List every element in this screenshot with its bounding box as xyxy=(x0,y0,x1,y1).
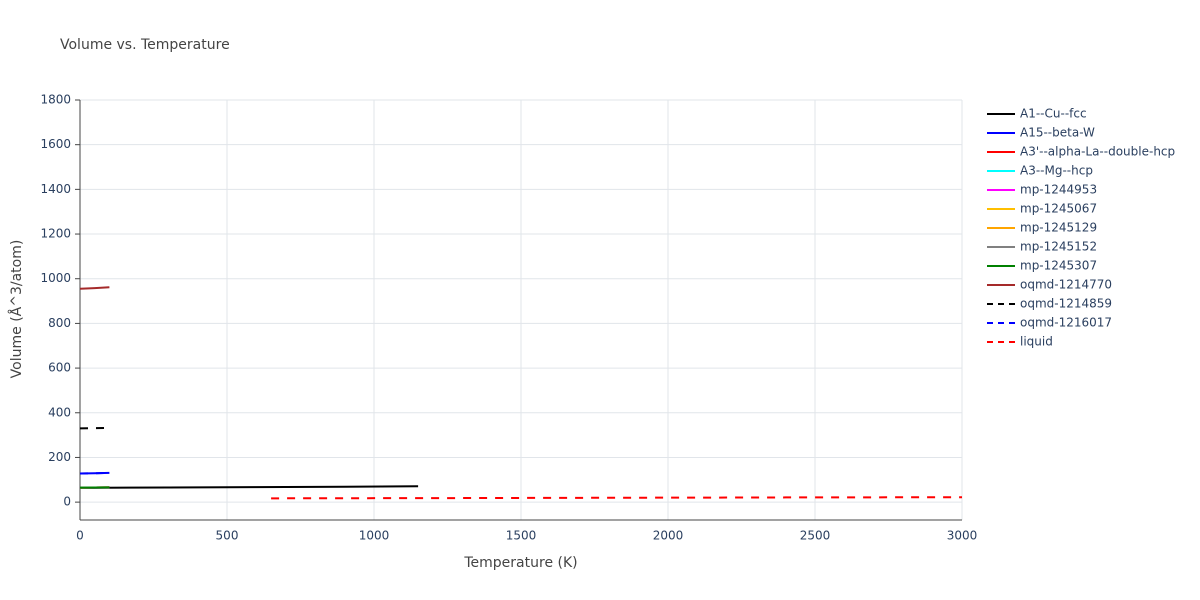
legend-label: A3--Mg--hcp xyxy=(1020,164,1093,178)
y-tick-label: 1800 xyxy=(40,93,71,107)
legend-label: A15--beta-W xyxy=(1020,126,1095,140)
series-line xyxy=(79,471,110,475)
legend-label: A1--Cu--fcc xyxy=(1020,107,1087,121)
y-tick-label: 400 xyxy=(48,405,71,419)
x-tick-label: 2500 xyxy=(800,529,831,543)
legend-label: oqmd-1214770 xyxy=(1020,278,1112,292)
series-line xyxy=(79,485,419,489)
y-tick-label: 1200 xyxy=(40,227,71,241)
legend-label: mp-1245307 xyxy=(1020,259,1097,273)
series-line xyxy=(79,286,110,290)
series-line xyxy=(271,496,963,500)
chart-title: Volume vs. Temperature xyxy=(60,37,230,53)
x-tick-label: 1000 xyxy=(359,529,390,543)
x-tick-label: 2000 xyxy=(653,529,684,543)
x-tick-label: 3000 xyxy=(947,529,978,543)
legend-label: oqmd-1214859 xyxy=(1020,297,1112,311)
legend-label: mp-1245152 xyxy=(1020,240,1097,254)
y-tick-label: 600 xyxy=(48,361,71,375)
y-tick-label: 200 xyxy=(48,450,71,464)
legend-label: oqmd-1216017 xyxy=(1020,316,1112,330)
x-tick-label: 1500 xyxy=(506,529,537,543)
legend-label: mp-1245067 xyxy=(1020,202,1097,216)
y-tick-label: 1400 xyxy=(40,182,71,196)
x-tick-label: 0 xyxy=(76,529,84,543)
y-tick-label: 1000 xyxy=(40,271,71,285)
legend-label: mp-1245129 xyxy=(1020,221,1097,235)
legend-label: mp-1244953 xyxy=(1020,183,1097,197)
legend-label: A3'--alpha-La--double-hcp xyxy=(1020,145,1175,159)
y-tick-label: 0 xyxy=(63,495,71,509)
y-tick-label: 800 xyxy=(48,316,71,330)
y-axis-label: Volume (Å^3/atom) xyxy=(8,240,25,379)
legend-label: liquid xyxy=(1020,335,1053,349)
x-tick-label: 500 xyxy=(216,529,239,543)
y-tick-label: 1600 xyxy=(40,137,71,151)
x-axis-label: Temperature (K) xyxy=(463,555,577,571)
